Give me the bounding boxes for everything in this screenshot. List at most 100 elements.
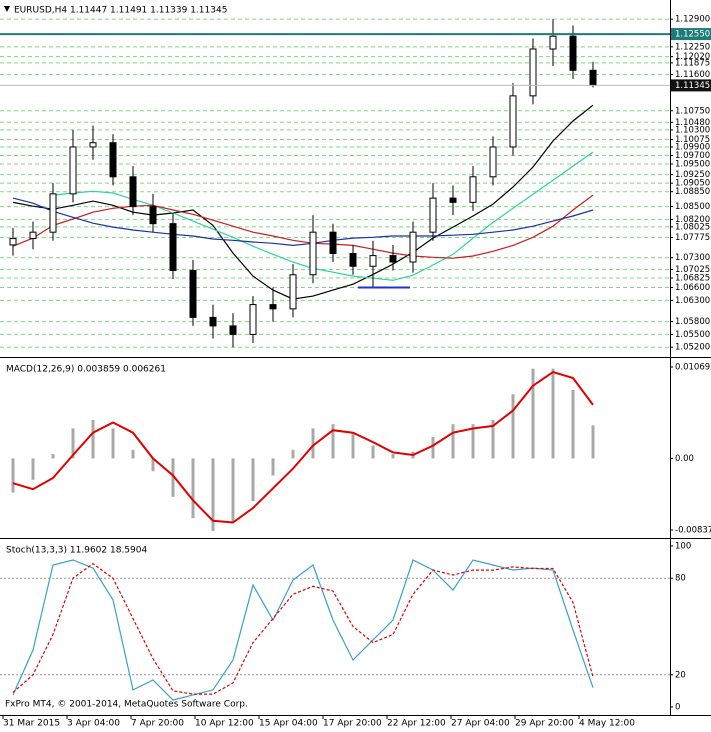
macd-bar	[591, 425, 595, 459]
candle-body	[469, 176, 477, 203]
y-tick-label: 1.05200	[675, 343, 710, 353]
y-tick-label: 1.09050	[675, 179, 710, 189]
candle-body	[349, 252, 357, 267]
y-tick-label: 1.05800	[675, 317, 710, 327]
y-tick-label: 1.07775	[675, 233, 710, 243]
y-tick-label: 1.12020	[675, 52, 710, 62]
candle-body	[509, 95, 517, 148]
y-tick-label: -0.008378	[675, 526, 711, 536]
macd-bar	[11, 458, 15, 493]
y-tick-label: 1.09900	[675, 142, 710, 152]
candle-body	[289, 274, 297, 310]
level-label: 1.12550	[675, 30, 710, 40]
macd-signal	[12, 371, 594, 524]
symbol-icon	[4, 6, 10, 12]
y-tick-label: 1.06825	[675, 273, 710, 283]
y-tick-label: 0.010692	[675, 363, 711, 373]
macd-bar	[231, 458, 235, 523]
macd-bar	[551, 368, 555, 459]
candle-body	[529, 48, 537, 97]
x-tick-label: 29 Apr 20:00	[515, 719, 574, 729]
candle-body	[29, 231, 37, 240]
y-tick-label: 20	[675, 670, 686, 680]
candle-body	[449, 197, 457, 203]
y-tick-label: 1.12900	[675, 15, 710, 25]
candle-body	[69, 146, 77, 195]
y-tick-label: 1.11600	[675, 70, 710, 80]
candle-body	[589, 69, 597, 86]
moving-average	[12, 104, 594, 300]
macd-bar	[491, 419, 495, 459]
candle-body	[109, 142, 117, 178]
candle-body	[189, 270, 197, 318]
macd-bar	[251, 458, 255, 502]
macd-bar	[311, 428, 315, 459]
macd-bar	[211, 458, 215, 532]
candle-body	[429, 197, 437, 233]
panel-title: Stoch(13,3,3) 11.9602 18.5904	[6, 546, 147, 556]
y-tick-label: 1.06300	[675, 296, 710, 306]
moving-average	[12, 197, 594, 247]
macd-bar	[111, 428, 115, 459]
candle-body	[169, 223, 177, 272]
level-label-box	[671, 28, 711, 41]
macd-bar	[331, 424, 335, 459]
macd-bar	[131, 449, 135, 459]
x-tick-label: 3 Apr 04:00	[67, 719, 120, 729]
x-tick-label: 10 Apr 12:00	[195, 719, 254, 729]
candle-body	[409, 231, 417, 263]
stochastic-line	[12, 562, 594, 695]
moving-average	[52, 151, 594, 281]
macd-bar	[91, 419, 95, 459]
macd-bar	[391, 454, 395, 459]
y-tick-label: 1.08200	[675, 215, 710, 225]
y-tick-label: 0.00	[675, 454, 694, 464]
y-tick-label: 1.11875	[675, 58, 710, 68]
y-tick-label: 80	[675, 574, 686, 584]
macd-bar	[451, 424, 455, 459]
panel-title: EURUSD,H4 1.11447 1.11491 1.11339 1.1134…	[14, 6, 227, 16]
y-tick-label: 1.08025	[675, 222, 710, 232]
y-tick-label: 100	[675, 542, 691, 552]
candle-body	[229, 325, 237, 335]
macd-bar	[151, 458, 155, 472]
panel-title: MACD(12,26,9) 0.003859 0.006261	[6, 365, 166, 375]
macd-bar	[471, 424, 475, 459]
macd-bar	[351, 432, 355, 459]
y-tick-label: 1.10075	[675, 135, 710, 145]
macd-bar	[71, 428, 75, 459]
candle-body	[489, 146, 497, 178]
macd-bar	[571, 390, 575, 459]
y-tick-label: 1.10480	[675, 118, 710, 128]
candle-body	[369, 255, 377, 267]
y-tick-label: 1.09250	[675, 170, 710, 180]
candle-body	[149, 206, 157, 225]
x-tick-label: 31 Mar 2015	[3, 719, 60, 729]
macd-bar	[171, 458, 175, 497]
y-tick-label: 0	[675, 703, 680, 713]
x-tick-label: 22 Apr 12:00	[387, 719, 446, 729]
macd-bar	[291, 449, 295, 459]
macd-bar	[531, 368, 535, 459]
macd-bar	[271, 458, 275, 476]
macd-bar	[371, 445, 375, 459]
macd-bar	[51, 454, 55, 459]
candle-body	[389, 255, 397, 263]
x-tick-label: 17 Apr 20:00	[323, 719, 382, 729]
y-tick-label: 1.07300	[675, 253, 710, 263]
bid-label-box	[671, 79, 711, 92]
moving-average	[12, 194, 594, 259]
candle-body	[309, 231, 317, 276]
candle-body	[129, 176, 137, 208]
candle-body	[9, 238, 17, 246]
x-tick-label: 27 Apr 04:00	[451, 719, 510, 729]
x-tick-label: 4 May 12:00	[579, 719, 635, 729]
y-tick-label: 1.12250	[675, 42, 710, 52]
y-tick-label: 1.06600	[675, 283, 710, 293]
candle-body	[549, 35, 557, 50]
y-tick-label: 1.08850	[675, 187, 710, 197]
macd-bar	[191, 458, 195, 519]
y-tick-label: 1.10750	[675, 106, 710, 116]
